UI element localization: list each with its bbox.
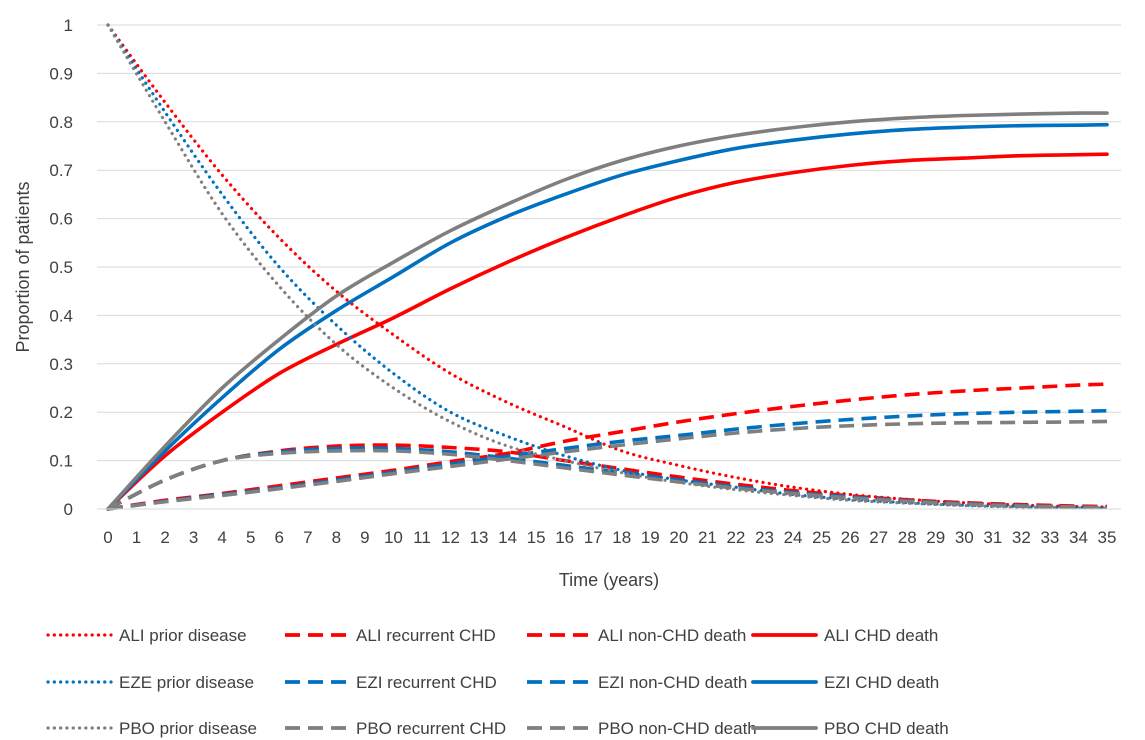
legend-label: PBO prior disease (119, 719, 257, 738)
series-lines (106, 23, 1109, 511)
x-tick-label: 28 (898, 528, 917, 547)
x-tick-label: 1 (132, 528, 141, 547)
x-axis-title: Time (years) (559, 570, 659, 590)
x-tick-label: 32 (1012, 528, 1031, 547)
legend-label: EZE prior disease (119, 673, 254, 692)
y-tick-label: 0.5 (49, 258, 73, 277)
x-tick-label: 25 (812, 528, 831, 547)
x-tick-label: 21 (698, 528, 717, 547)
x-tick-label: 10 (384, 528, 403, 547)
x-tick-label: 9 (360, 528, 369, 547)
x-tick-label: 7 (303, 528, 312, 547)
series-line-pbo-recurrent-chd (107, 448, 1108, 511)
x-tick-label: 26 (841, 528, 860, 547)
x-tick-label: 29 (926, 528, 945, 547)
series-line-ali-recurrent-chd (107, 443, 1108, 511)
y-tick-label: 0.4 (49, 306, 73, 325)
y-axis-title: Proportion of patients (13, 181, 33, 352)
x-tick-label: 24 (784, 528, 803, 547)
series-line-ali-non-chd-death (107, 382, 1108, 511)
x-tick-label: 4 (217, 528, 226, 547)
x-tick-label: 18 (612, 528, 631, 547)
series-line-ali-chd-death (106, 152, 1109, 511)
x-tick-label: 27 (869, 528, 888, 547)
legend-label: EZI non-CHD death (598, 673, 747, 692)
y-tick-label: 0.6 (49, 210, 73, 229)
series-line-ezi-non-chd-death (107, 408, 1108, 511)
legend-label: ALI recurrent CHD (356, 626, 496, 645)
y-tick-label: 1 (64, 16, 73, 35)
x-tick-label: 20 (669, 528, 688, 547)
x-tick-label: 6 (275, 528, 284, 547)
series-line-ezi-recurrent-chd (107, 446, 1108, 511)
axes: 00.10.20.30.40.50.60.70.80.910 1 2 3 4 5 6 7 8 9 1… (49, 16, 1121, 547)
x-tick-label: 2 (160, 528, 169, 547)
legend-label: PBO non-CHD death (598, 719, 757, 738)
x-tick-label: 14 (498, 528, 517, 547)
x-tick-label: 19 (641, 528, 660, 547)
x-tick-label: 34 (1069, 528, 1088, 547)
y-tick-label: 0.8 (49, 113, 73, 132)
legend-label: ALI CHD death (824, 626, 938, 645)
x-tick-label: 11 (413, 528, 431, 547)
series-line-ali-prior-disease (106, 23, 1109, 509)
series-line-pbo-non-chd-death (107, 419, 1108, 511)
series-line-pbo-prior-disease (106, 23, 1109, 510)
y-tick-label: 0.2 (49, 403, 73, 422)
legend-label: PBO recurrent CHD (356, 719, 506, 738)
x-tick-label: 31 (983, 528, 1002, 547)
x-tick-label: 0 (103, 528, 112, 547)
series-line-pbo-chd-death (106, 111, 1109, 511)
x-tick-label: 12 (441, 528, 460, 547)
y-tick-label: 0.7 (49, 161, 73, 180)
y-tick-label: 0 (64, 500, 73, 519)
x-tick-label: 13 (470, 528, 489, 547)
legend-label: EZI recurrent CHD (356, 673, 497, 692)
x-tick-label: 3 (189, 528, 198, 547)
x-tick-label: 5 (246, 528, 255, 547)
legend-label: ALI prior disease (119, 626, 247, 645)
y-tick-label: 0.9 (49, 64, 73, 83)
x-tick-label: 22 (726, 528, 745, 547)
x-tick-label: 33 (1040, 528, 1059, 547)
x-tick-label: 16 (555, 528, 574, 547)
x-tick-label: 23 (755, 528, 774, 547)
y-tick-label: 0.1 (49, 452, 73, 471)
x-tick-label: 17 (584, 528, 603, 547)
series-line-ezi-chd-death (106, 122, 1109, 511)
x-tick-label: 35 (1098, 528, 1117, 547)
legend-label: EZI CHD death (824, 673, 939, 692)
legend: ALI prior disease ALI recurrent CHD ALI no… (46, 626, 949, 738)
x-tick-label: 8 (332, 528, 341, 547)
legend-label: PBO CHD death (824, 719, 949, 738)
x-tick-label: 30 (955, 528, 974, 547)
x-tick-label: 15 (527, 528, 546, 547)
legend-label: ALI non-CHD death (598, 626, 746, 645)
y-tick-label: 0.3 (49, 355, 73, 374)
gridlines (97, 24, 1121, 462)
